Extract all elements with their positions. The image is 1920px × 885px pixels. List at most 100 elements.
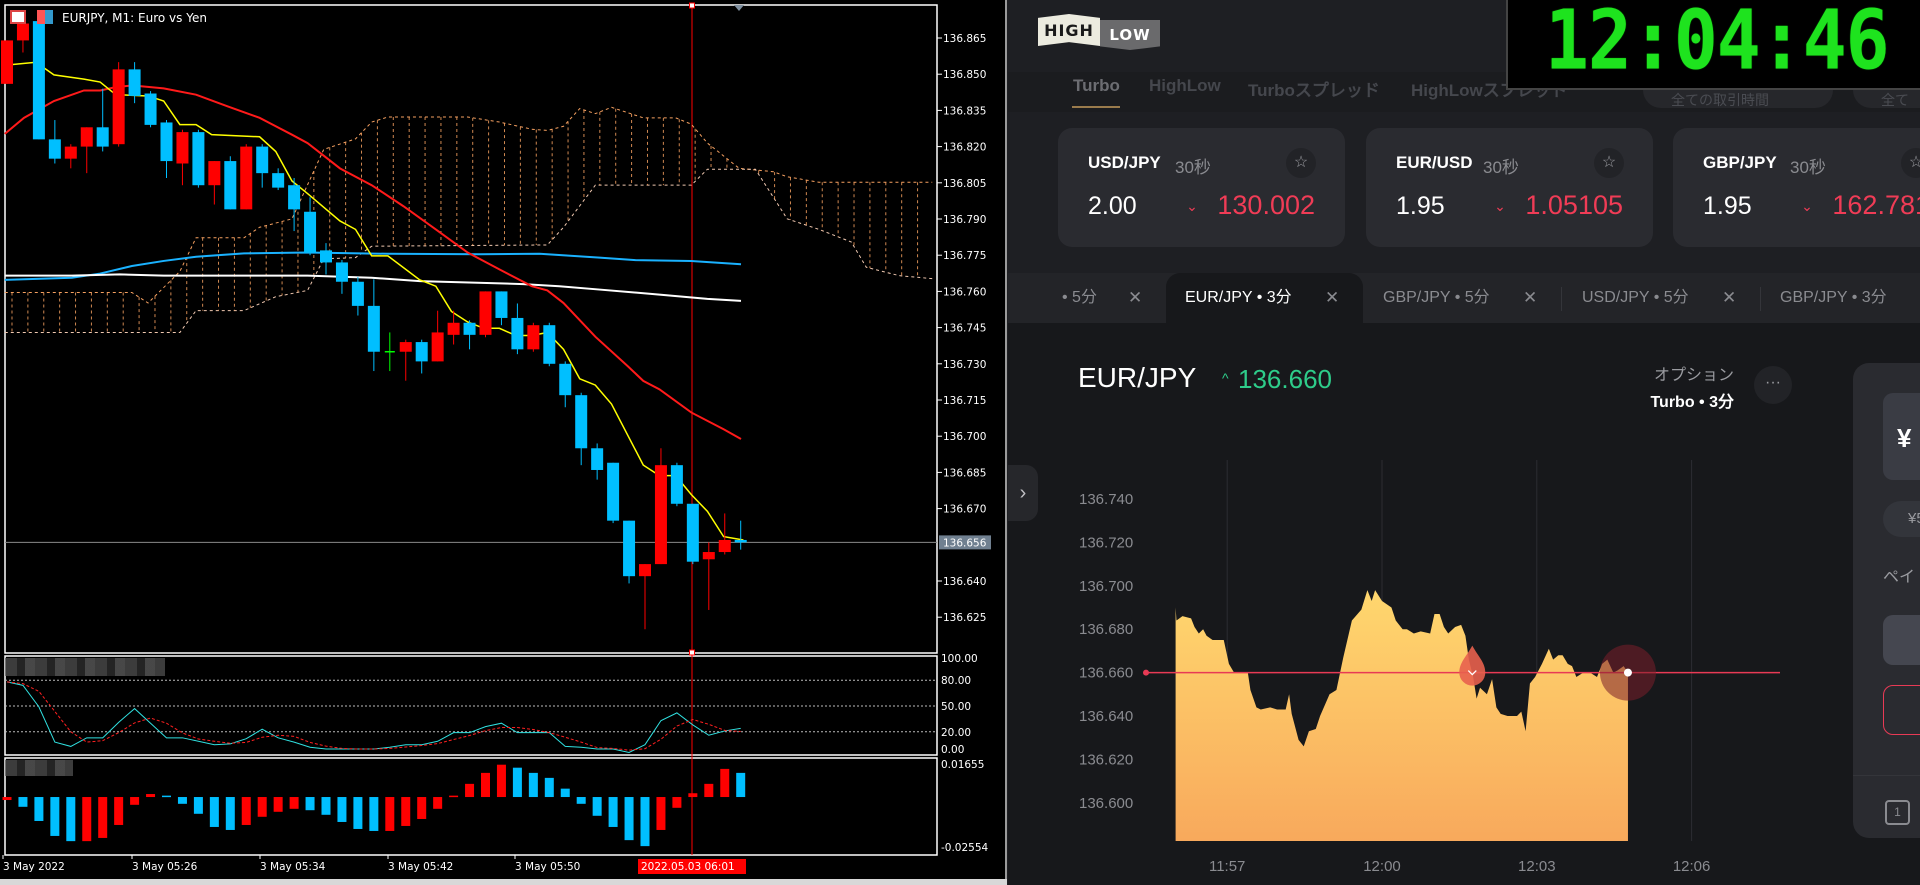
histogram-bar: [560, 788, 570, 798]
more-options-button[interactable]: ···: [1754, 366, 1792, 404]
x-axis-label: 12:00: [1363, 858, 1401, 875]
stochastic-main-line: [6, 681, 741, 753]
price-axis-label: 136.700: [943, 431, 986, 443]
asset-card[interactable]: GBP/JPY 30秒 ☆ 1.95 ⌄ 162.781: [1673, 128, 1920, 247]
ichimoku-span-b: [4, 168, 933, 333]
price-axis-label: 136.760: [943, 286, 986, 298]
stochastic-axis-label: 0.00: [941, 744, 964, 756]
candle-body: [256, 146, 269, 174]
histogram-bar: [209, 797, 219, 827]
candle-body: [639, 564, 651, 577]
candle-body: [320, 250, 332, 263]
crosshair-time-label: 2022.05.03 06:01: [641, 861, 735, 873]
histogram-bar: [66, 797, 76, 842]
amount-preset-button[interactable]: ¥5: [1883, 501, 1920, 537]
stochastic-axis-label: 80.00: [941, 675, 971, 687]
histogram-bar: [608, 797, 618, 827]
low-button[interactable]: [1883, 685, 1920, 735]
nav-tab-turbo-spread[interactable]: Turboスプレッド: [1248, 81, 1380, 100]
one-click-icon[interactable]: 1: [1885, 800, 1910, 825]
histogram-bar: [130, 797, 140, 805]
stochastic-signal-line: [6, 681, 741, 751]
candle-body: [495, 291, 508, 318]
candle-body: [160, 122, 173, 162]
histogram-bar: [162, 795, 171, 798]
histogram-bar: [449, 795, 459, 798]
price-axis-label: 136.640: [943, 576, 986, 588]
mt4-chart-window[interactable]: 136.865 136.850 136.835 136.820 136.805 136.7…: [0, 0, 1007, 885]
asset-tab[interactable]: USD/JPY • 5分: [1582, 289, 1689, 306]
star-icon[interactable]: ☆: [1594, 148, 1624, 178]
time-axis-label: 3 May 05:34: [260, 861, 326, 873]
histogram-bar: [512, 767, 522, 798]
candle-body: [176, 132, 189, 164]
close-icon[interactable]: ✕: [1722, 288, 1737, 307]
investment-amount-input[interactable]: ¥: [1883, 393, 1920, 480]
ichimoku-span-a: [4, 106, 933, 304]
y-axis-label: 136.600: [1079, 795, 1133, 812]
chart-properties-icon[interactable]: [10, 10, 26, 24]
nav-tab-highlow[interactable]: HighLow: [1149, 76, 1221, 95]
histogram-bar: [305, 797, 315, 811]
candle-body: [80, 127, 93, 147]
chart-tabs-strip[interactable]: [0, 879, 1007, 885]
close-icon[interactable]: ✕: [1325, 288, 1340, 307]
asset-tab[interactable]: GBP/JPY • 3分: [1780, 289, 1887, 306]
card-rate: 162.781: [1832, 190, 1920, 220]
nav-tab-turbo[interactable]: Turbo: [1073, 76, 1120, 95]
candle-body: [559, 363, 572, 396]
price-axis-label: 136.790: [943, 214, 986, 226]
candle-body: [463, 322, 476, 335]
trading-hours-filter[interactable]: 全ての取引時間: [1643, 88, 1833, 108]
histogram-bar: [353, 797, 363, 829]
pair-title: EUR/JPY: [1078, 362, 1197, 393]
card-pair: GBP/JPY: [1703, 153, 1777, 172]
candle-body: [144, 93, 157, 125]
expand-sidebar-chevron-right-icon[interactable]: ›: [1008, 465, 1038, 521]
histogram-bar: [401, 797, 411, 826]
histogram-bar: [18, 797, 28, 807]
histogram-bar: [720, 768, 730, 798]
chevron-up-icon: ^: [1222, 370, 1229, 386]
chevron-down-icon: ⌄: [1801, 198, 1813, 214]
histogram-bar: [369, 797, 379, 831]
close-icon[interactable]: ✕: [1523, 288, 1538, 307]
save-template-icon[interactable]: [37, 10, 53, 24]
x-axis-label: 12:06: [1673, 858, 1711, 875]
histogram-bar: [385, 797, 395, 831]
mt4-chart-canvas[interactable]: 136.865 136.850 136.835 136.820 136.805 136.7…: [0, 0, 1007, 885]
candle-body: [351, 281, 364, 306]
histogram-panel-frame: [4, 757, 938, 856]
asset-tab[interactable]: • 5分: [1062, 289, 1097, 306]
time-axis-label: 3 May 2022: [3, 861, 65, 873]
star-icon[interactable]: ☆: [1286, 148, 1316, 178]
price-area: [1175, 590, 1628, 841]
candle-body: [48, 139, 61, 159]
high-button[interactable]: [1883, 615, 1920, 665]
asset-card[interactable]: USD/JPY 30秒 ☆ 2.00 ⌄ 130.002: [1058, 128, 1345, 247]
candle-body: [702, 552, 715, 560]
histogram-bar: [146, 794, 156, 798]
asset-tab[interactable]: GBP/JPY • 5分: [1383, 289, 1490, 306]
close-icon[interactable]: ✕: [1128, 288, 1143, 307]
candle-body: [591, 448, 604, 470]
time-axis-label: 3 May 05:42: [388, 861, 453, 873]
asset-filter[interactable]: 全て: [1853, 88, 1920, 108]
y-axis-label: 136.700: [1079, 578, 1133, 595]
histogram-bar: [656, 797, 666, 830]
candle-body: [192, 132, 205, 186]
chevron-down-icon: ⌄: [1186, 198, 1198, 214]
asset-tab-active[interactable]: EUR/JPY • 3分: [1185, 289, 1292, 306]
histogram-bar: [114, 797, 124, 825]
digital-clock: 12:04:46: [1545, 0, 1890, 89]
histogram-indicator-label-blurred: [5, 760, 73, 776]
price-axis-label: 136.835: [943, 105, 986, 117]
star-icon[interactable]: ☆: [1901, 148, 1920, 178]
candle-body: [670, 465, 683, 504]
candle-body: [399, 342, 412, 352]
current-price: 136.660: [1238, 364, 1332, 394]
histogram-bar: [704, 783, 714, 798]
y-axis-label: 136.660: [1079, 665, 1133, 682]
asset-card[interactable]: EUR/USD 30秒 ☆ 1.95 ⌄ 1.05105: [1366, 128, 1653, 247]
histogram-bar: [193, 797, 203, 814]
